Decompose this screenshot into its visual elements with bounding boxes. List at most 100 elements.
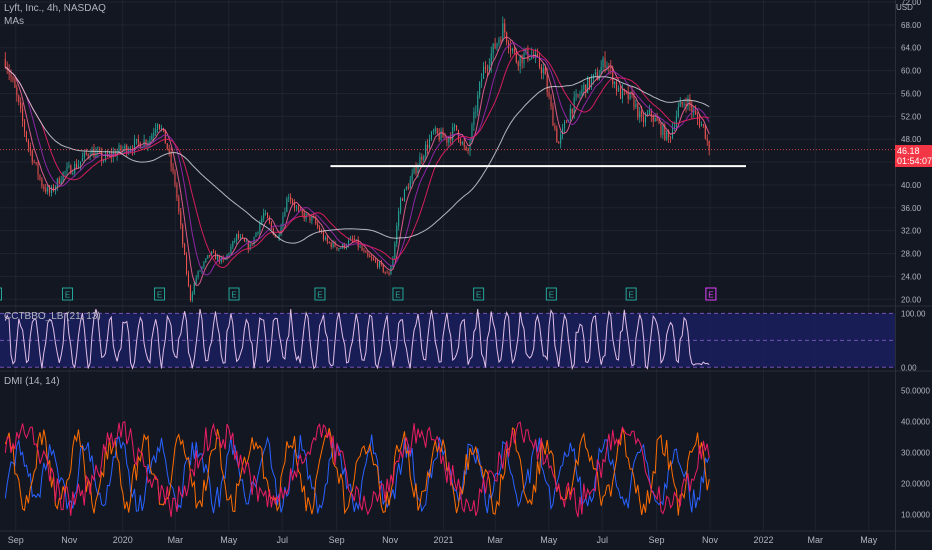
candle-body [521, 55, 523, 64]
candle-body [606, 66, 608, 68]
candle-body [95, 152, 97, 158]
candle-body [689, 98, 691, 106]
bar-countdown: 01:54:07 [897, 156, 932, 166]
candle-body [197, 271, 199, 278]
candle-body [697, 114, 699, 120]
price-axis-label: 36.00 [901, 204, 922, 213]
candle-body [629, 91, 631, 100]
candle-body [18, 95, 20, 102]
candle-body [344, 243, 346, 248]
time-axis-label: May [220, 535, 238, 545]
candle-body [241, 236, 243, 239]
candle-body [20, 101, 22, 109]
candle-body [236, 234, 238, 241]
time-axis-label: Mar [168, 535, 184, 545]
time-axis-label: Nov [61, 535, 78, 545]
cctbbo-pane[interactable] [0, 308, 895, 371]
candle-body [76, 163, 78, 169]
candle-body [83, 152, 85, 158]
candle-body [14, 79, 16, 88]
candle-body [31, 150, 33, 162]
ma-legend[interactable]: MAs [4, 16, 24, 27]
candle-body [459, 139, 461, 144]
earnings-letter: E [157, 291, 162, 300]
candle-body [654, 117, 656, 122]
candle-body [220, 257, 222, 262]
candle-body [149, 140, 151, 144]
candle-body [93, 149, 95, 158]
candle-body [378, 261, 380, 267]
candle-body [4, 59, 6, 67]
candle-body [585, 84, 587, 94]
earnings-letter: E [476, 291, 481, 300]
candle-body [571, 108, 573, 114]
candle-body [52, 186, 55, 191]
dmi-axis-label: 10.0000 [901, 511, 930, 520]
candle-body [70, 165, 72, 175]
candle-body [338, 248, 340, 250]
candle-body [16, 87, 18, 96]
price-pane[interactable]: EEEEEEEEEE [0, 16, 895, 303]
candle-body [214, 252, 216, 260]
candle-body [24, 121, 26, 132]
candle-body [170, 152, 172, 167]
cctbbo-axis-label: 100.00 [901, 309, 926, 318]
candle-body [319, 227, 321, 232]
earnings-box [625, 287, 637, 301]
candle-body [137, 138, 139, 143]
candle-body [658, 121, 660, 124]
candle-body [79, 161, 82, 165]
dmi-pane[interactable] [4, 420, 710, 518]
candle-body [297, 207, 299, 210]
candle-body [421, 156, 423, 160]
candle-body [243, 238, 245, 242]
earnings-marker: E [625, 287, 637, 301]
candle-body [492, 43, 494, 54]
last-price-value: 46.18 [897, 146, 920, 156]
candle-body [668, 130, 670, 138]
candle-body [698, 119, 701, 127]
earnings-letter: E [708, 291, 713, 300]
candle-body [324, 237, 326, 240]
candle-body [650, 109, 652, 117]
candle-body [589, 77, 591, 87]
earnings-marker: E [545, 287, 557, 301]
candle-body [199, 270, 201, 272]
candle-body [238, 234, 240, 239]
candle-body [8, 69, 10, 75]
candle-body [558, 141, 560, 144]
candle-body [407, 187, 409, 189]
candle-body [49, 187, 51, 193]
earnings-box [61, 287, 73, 301]
dmi-legend[interactable]: DMI (14, 14) [4, 376, 60, 387]
candle-body [432, 131, 434, 133]
candle-body [245, 241, 247, 243]
cctbbo-legend[interactable]: CCTBBO_LB (21, 13) [4, 311, 101, 322]
candle-body [415, 167, 417, 174]
candle-body [317, 223, 319, 228]
candle-body [498, 39, 500, 44]
candle-body [708, 140, 710, 150]
candle-body [363, 250, 365, 252]
candle-body [124, 145, 126, 150]
candle-body [552, 106, 554, 126]
candle-body [294, 203, 296, 208]
time-axis-label: Jul [596, 535, 608, 545]
candle-body [579, 94, 581, 96]
dmi-axis-label: 20.0000 [901, 480, 930, 489]
candle-body [267, 212, 269, 219]
candle-body [172, 166, 174, 172]
candle-body [396, 226, 398, 244]
earnings-marker: E [314, 287, 326, 301]
price-axis-label: 20.00 [901, 295, 922, 304]
candle-body [166, 143, 168, 150]
candle-body [604, 58, 606, 68]
price-axis-label: 28.00 [901, 250, 922, 259]
symbol-title: Lyft, Inc., 4h, NASDAQ [4, 3, 106, 14]
candle-body [656, 117, 658, 122]
candle-body [490, 53, 492, 66]
candle-body [538, 56, 540, 68]
candle-body [56, 178, 58, 187]
candle-body [278, 234, 280, 238]
